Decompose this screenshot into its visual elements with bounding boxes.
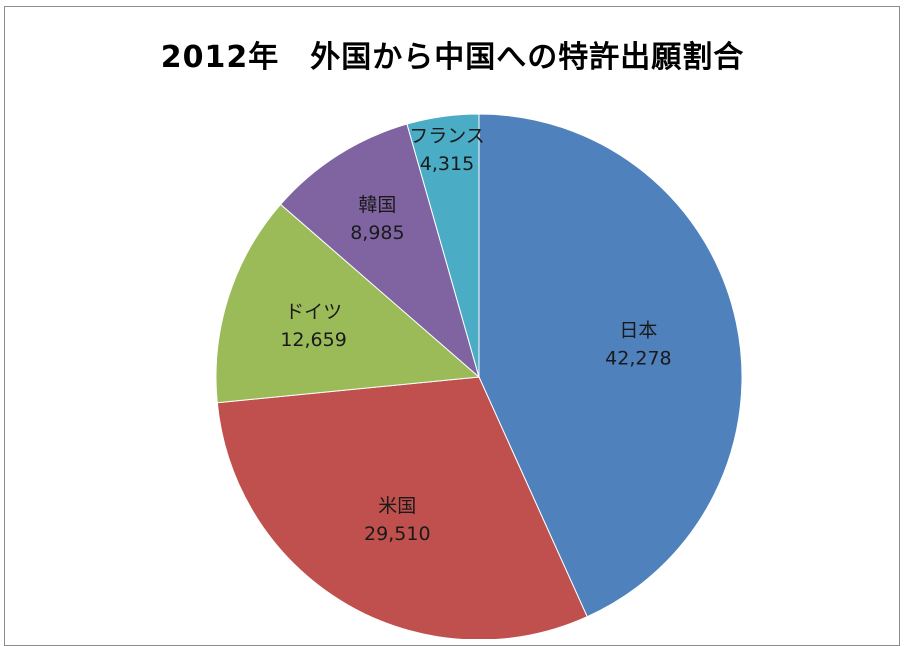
slice-label-name-3: 韓国	[358, 194, 396, 216]
slice-label-name-0: 日本	[619, 320, 657, 342]
slice-label-value-0: 42,278	[605, 348, 671, 370]
pie-slice-3	[279, 123, 480, 379]
slice-label-value-2: 12,659	[280, 329, 346, 351]
slice-label-value-3: 8,985	[350, 222, 404, 244]
pie-slice-1	[216, 376, 588, 639]
slice-label-name-1: 米国	[378, 495, 416, 517]
slice-label-value-1: 29,510	[364, 523, 430, 545]
pie-slice-0	[478, 113, 743, 618]
slice-label-name-2: ドイツ	[285, 301, 342, 323]
chart-title: 2012年 外国から中国への特許出願割合	[160, 40, 745, 75]
pie-slice-4	[406, 113, 480, 378]
slice-label-name-4: フランス	[409, 125, 485, 147]
slice-label-value-4: 4,315	[420, 153, 474, 175]
pie-slice-2	[215, 203, 481, 404]
